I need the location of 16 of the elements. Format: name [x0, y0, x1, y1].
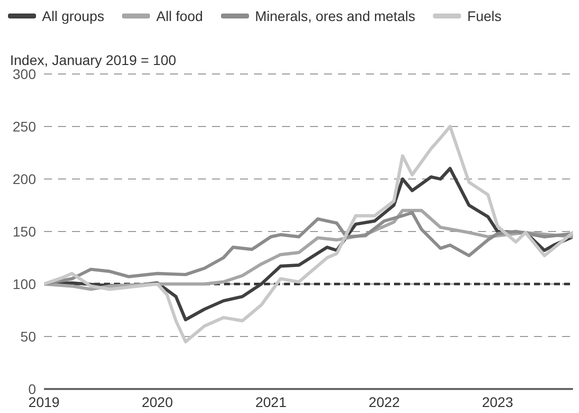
y-tick-label: 100 — [12, 276, 36, 292]
y-tick-label: 50 — [20, 328, 36, 344]
line-series — [44, 124, 573, 344]
x-tick-label: 2023 — [482, 394, 514, 410]
legend-label: Fuels — [467, 8, 502, 24]
y-axis-title: Index, January 2019 = 100 — [10, 52, 176, 68]
y-tick-label: 250 — [12, 118, 36, 134]
y-tick-label: 300 — [12, 66, 36, 82]
legend-label: Minerals, ores and metals — [254, 8, 416, 24]
y-tick-label: 200 — [12, 170, 36, 187]
y-tick-label: 150 — [12, 223, 36, 240]
legend-label: All food — [156, 8, 203, 24]
x-tick-label: 2022 — [368, 394, 400, 410]
legend-label: All groups — [42, 8, 104, 24]
x-tick-label: 2021 — [255, 394, 287, 410]
x-tick-label: 2020 — [142, 394, 174, 410]
